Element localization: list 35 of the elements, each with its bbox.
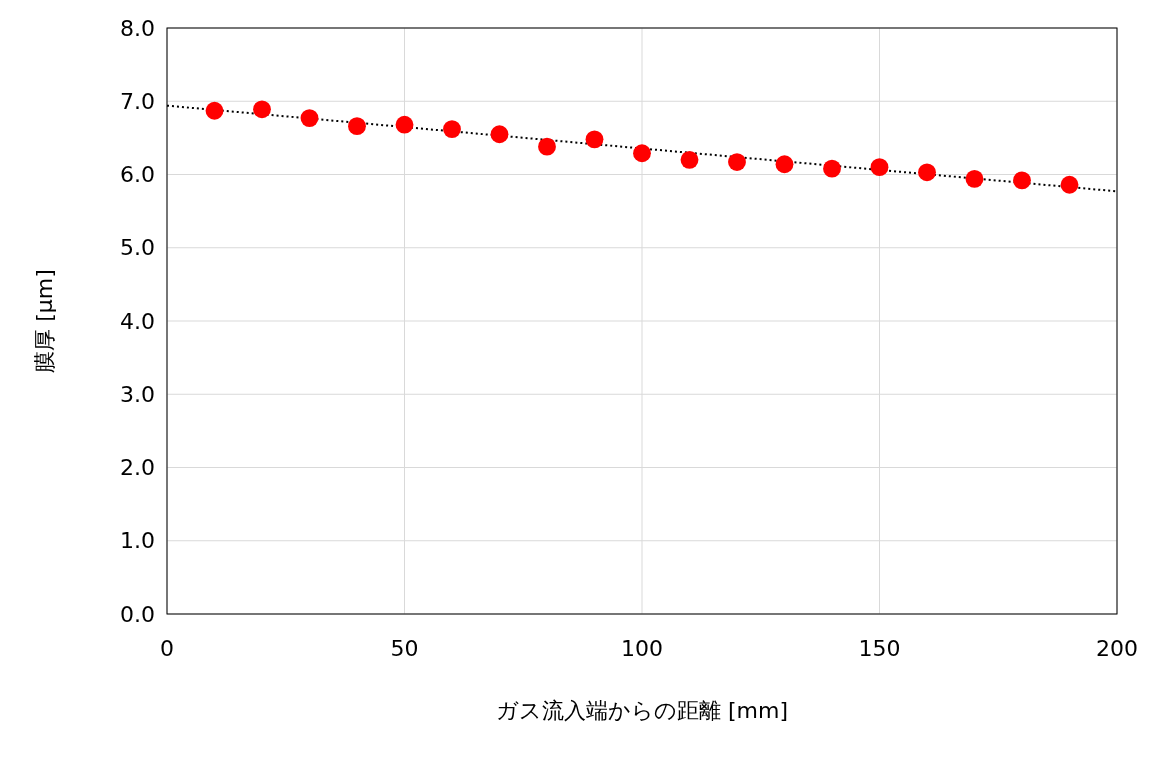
y-axis-title: 膜厚 [μm] bbox=[32, 269, 57, 373]
x-tick-label: 50 bbox=[390, 636, 419, 661]
point bbox=[585, 130, 604, 149]
point bbox=[918, 163, 936, 182]
point bbox=[253, 100, 271, 119]
x-tick-label: 150 bbox=[858, 636, 901, 661]
y-tick-label: 4.0 bbox=[120, 308, 155, 334]
point bbox=[823, 159, 841, 178]
y-tick-label: 7.0 bbox=[120, 88, 155, 114]
x-tick-label: 200 bbox=[1096, 636, 1138, 661]
point bbox=[775, 155, 794, 174]
y-tick-label: 2.0 bbox=[120, 455, 155, 481]
point bbox=[538, 137, 556, 156]
y-tick-label: 0.0 bbox=[120, 601, 155, 627]
point bbox=[395, 115, 414, 134]
point bbox=[348, 117, 366, 136]
x-tick-label: 100 bbox=[621, 636, 663, 661]
point bbox=[680, 150, 699, 169]
point bbox=[728, 153, 746, 171]
point bbox=[1013, 171, 1031, 190]
point bbox=[1060, 175, 1079, 194]
x-axis-title: ガス流入端からの距離 [mm] bbox=[495, 698, 789, 723]
point bbox=[205, 101, 224, 120]
y-tick-label: 3.0 bbox=[120, 381, 155, 407]
y-tick-label: 6.0 bbox=[120, 162, 155, 188]
y-tick-label: 8.0 bbox=[120, 15, 155, 41]
point bbox=[633, 144, 651, 163]
point bbox=[443, 120, 461, 138]
point bbox=[965, 169, 984, 188]
point bbox=[870, 158, 889, 177]
point bbox=[490, 125, 509, 144]
y-tick-label: 1.0 bbox=[120, 528, 155, 554]
y-tick-label: 5.0 bbox=[120, 235, 155, 261]
x-tick-label: 0 bbox=[160, 636, 174, 661]
point bbox=[300, 109, 319, 127]
